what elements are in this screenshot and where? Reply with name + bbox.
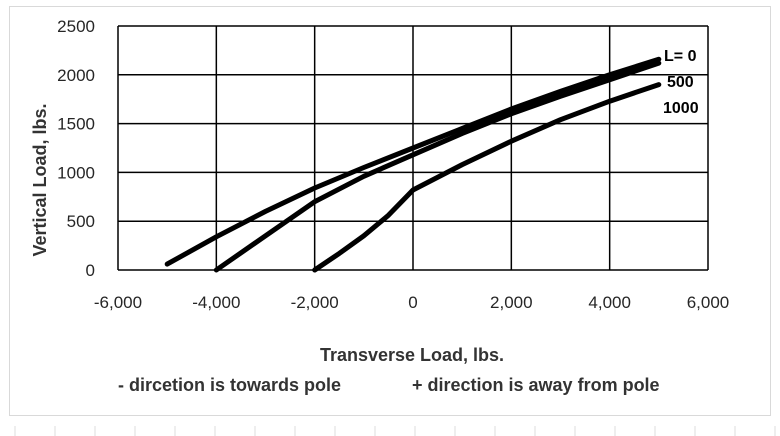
- series-line-l-0: [164, 56, 662, 267]
- gridlines: [117, 25, 709, 271]
- y-tick-label: 2500: [57, 17, 95, 36]
- x-tick-label: 2,000: [490, 293, 533, 312]
- x-tick-label: 0: [408, 293, 417, 312]
- series-label-500: 500: [667, 74, 694, 91]
- y-tick-label: 1000: [57, 163, 95, 182]
- cropped-caption-strip: [0, 426, 780, 436]
- note-positive-direction: + direction is away from pole: [412, 375, 660, 395]
- x-tick-label: 6,000: [687, 293, 730, 312]
- y-tick-label: 2000: [57, 66, 95, 85]
- y-axis-label: Vertical Load, lbs.: [30, 103, 50, 256]
- y-tick-label: 1500: [57, 115, 95, 134]
- x-tick-label: -4,000: [192, 293, 240, 312]
- note-negative-direction: - dircetion is towards pole: [118, 375, 341, 395]
- series-lines: [164, 56, 662, 273]
- x-axis-ticks: -6,000 -4,000 -2,000 0 2,000 4,000 6,000: [94, 293, 729, 312]
- series-labels: L= 0 500 1000: [663, 48, 699, 117]
- x-tick-label: -6,000: [94, 293, 142, 312]
- chart-frame: [9, 6, 771, 416]
- series-label-1000: 1000: [663, 100, 699, 117]
- x-tick-label: 4,000: [588, 293, 631, 312]
- series-line-1000: [312, 82, 662, 273]
- y-axis-ticks: 0 500 1000 1500 2000 2500: [57, 17, 95, 280]
- series-line-500: [213, 60, 662, 273]
- x-tick-label: -2,000: [291, 293, 339, 312]
- x-axis-label: Transverse Load, lbs.: [320, 345, 504, 365]
- series-label-l-0: L= 0: [664, 48, 697, 65]
- y-tick-label: 0: [86, 261, 95, 280]
- y-tick-label: 500: [67, 212, 95, 231]
